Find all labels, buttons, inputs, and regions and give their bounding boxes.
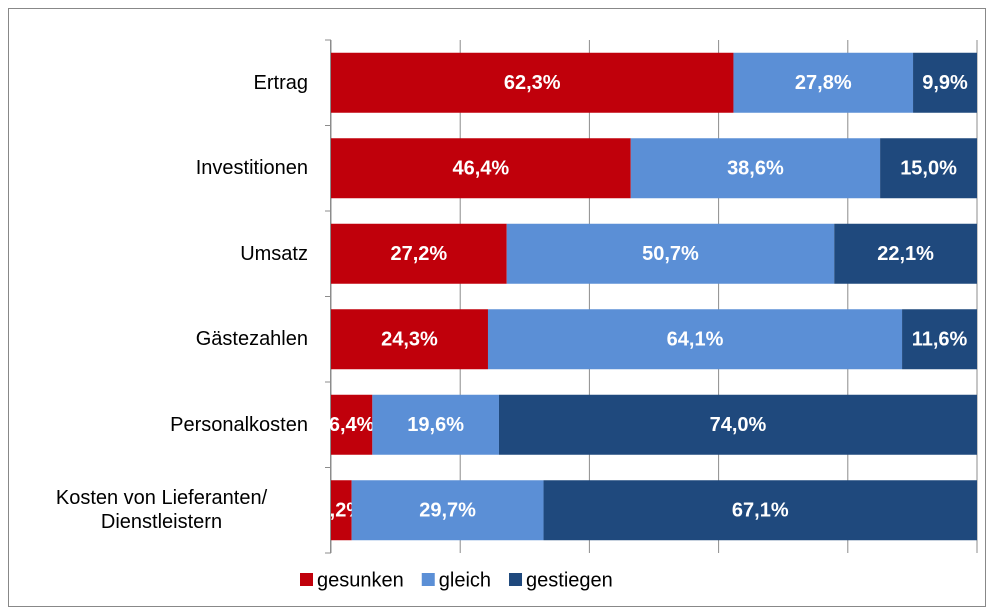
category-label: Gästezahlen bbox=[15, 309, 308, 369]
bar-segment bbox=[834, 223, 977, 284]
category-text: Personalkosten bbox=[170, 413, 308, 436]
legend-swatch bbox=[421, 573, 435, 586]
category-text: Investitionen bbox=[195, 157, 308, 180]
bar-segment bbox=[331, 223, 507, 284]
legend-label: gleich bbox=[439, 569, 491, 591]
bar-segment bbox=[913, 52, 977, 113]
data-label: 24,3% bbox=[381, 329, 438, 351]
category-label: Investitionen bbox=[15, 138, 308, 198]
category-text: Kosten von Lieferanten/ Dienstleistern bbox=[55, 487, 268, 534]
category-text: Ertrag bbox=[253, 71, 308, 94]
bar-segment bbox=[331, 52, 734, 113]
data-label: 74,0% bbox=[710, 414, 767, 436]
data-label: 19,6% bbox=[407, 414, 464, 436]
data-label: 27,2% bbox=[390, 243, 447, 265]
data-label: 15,0% bbox=[900, 158, 957, 180]
data-label: 50,7% bbox=[642, 243, 699, 265]
bar-segment bbox=[351, 480, 544, 541]
legend-label: gesunken bbox=[317, 569, 404, 591]
category-text: Gästezahlen bbox=[195, 328, 308, 351]
bar-segment bbox=[880, 138, 977, 199]
data-label: 67,1% bbox=[732, 500, 789, 522]
bar-segment bbox=[498, 394, 977, 455]
legend-swatch bbox=[509, 573, 523, 586]
data-label: 27,8% bbox=[795, 72, 852, 94]
bar-segment bbox=[543, 480, 977, 541]
bar-segment bbox=[902, 309, 977, 370]
data-label: 9,9% bbox=[922, 72, 968, 94]
category-text: Umsatz bbox=[240, 242, 308, 265]
bar-segment bbox=[733, 52, 914, 113]
bar-segment bbox=[331, 480, 352, 541]
data-label: 29,7% bbox=[419, 500, 476, 522]
bar-segment bbox=[331, 394, 373, 455]
legend-label: gestiegen bbox=[526, 569, 613, 591]
category-label: Kosten von Lieferanten/ Dienstleistern bbox=[15, 480, 308, 540]
data-label: 6,4% bbox=[329, 414, 375, 436]
category-label: Ertrag bbox=[15, 53, 308, 113]
bar-segment bbox=[372, 394, 499, 455]
bar-segment bbox=[506, 223, 835, 284]
data-label: 62,3% bbox=[504, 72, 561, 94]
category-label: Personalkosten bbox=[15, 395, 308, 455]
data-label: 64,1% bbox=[667, 329, 724, 351]
data-label: 38,6% bbox=[727, 158, 784, 180]
data-label: 46,4% bbox=[453, 158, 510, 180]
data-label: 11,6% bbox=[912, 329, 968, 351]
bar-segment bbox=[331, 138, 631, 199]
bar-segment bbox=[331, 309, 488, 370]
legend-swatch bbox=[300, 573, 313, 586]
data-label: 22,1% bbox=[877, 243, 934, 265]
bar-segment bbox=[487, 309, 903, 370]
bar-segment bbox=[630, 138, 881, 199]
category-label: Umsatz bbox=[15, 224, 308, 284]
